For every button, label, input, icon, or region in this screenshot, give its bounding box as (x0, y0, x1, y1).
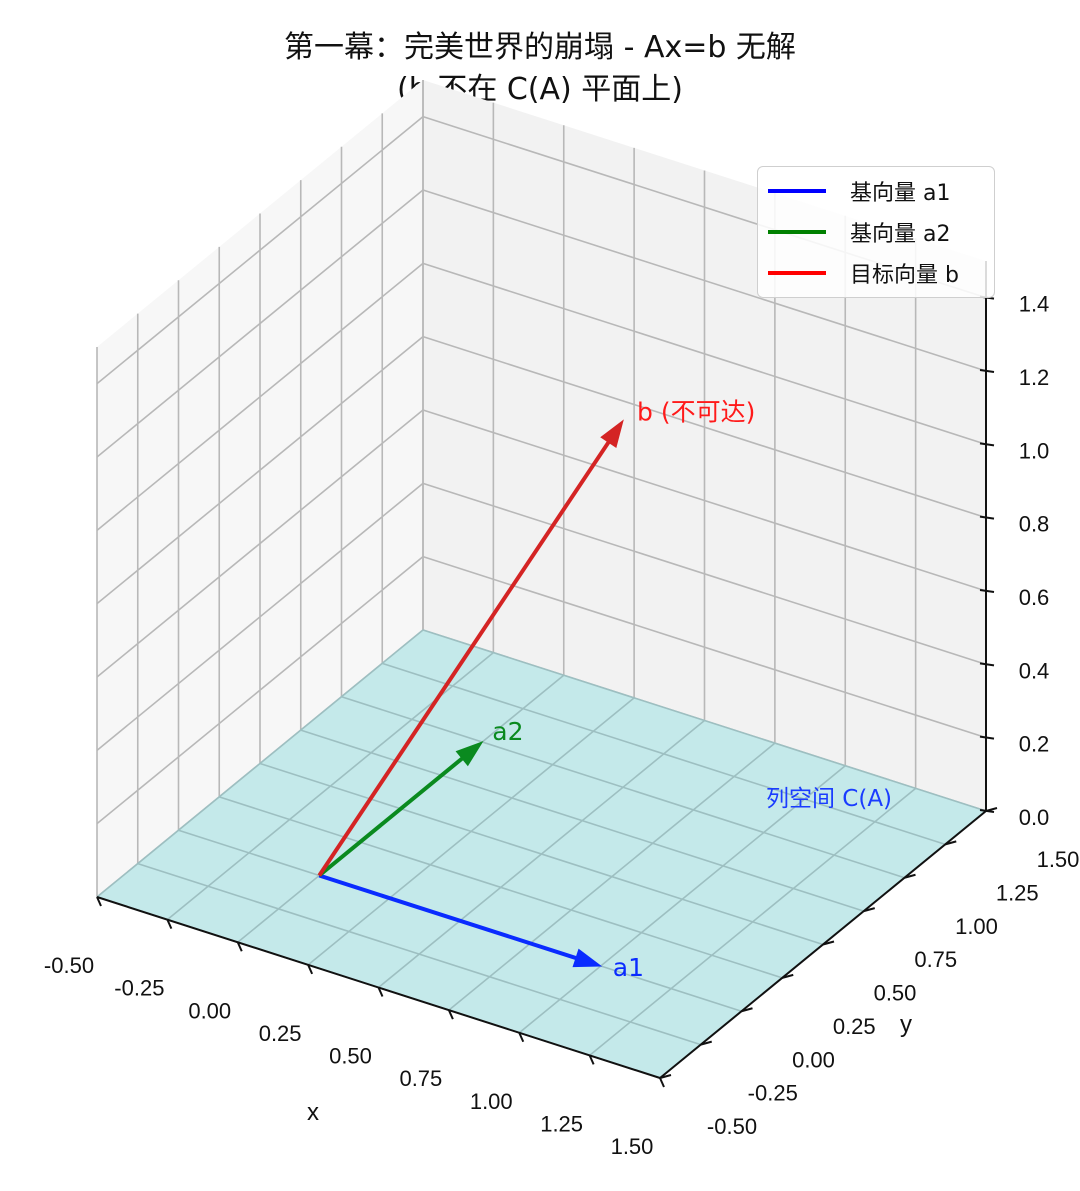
z-tick-label: 0.6 (1019, 585, 1050, 610)
z-tick (979, 735, 995, 740)
y-tick (781, 973, 794, 979)
grid-z-back (422, 555, 987, 739)
x-tick-label: 1.50 (611, 1134, 654, 1159)
grid-z-back (422, 409, 987, 592)
vector-a1-head (572, 948, 603, 968)
x-tick (659, 1077, 665, 1088)
legend-item-a1: 基向量 a1 (768, 176, 950, 206)
x-axis-label: x (307, 1099, 319, 1126)
z-tick (979, 589, 995, 593)
vector-a1-label: a1 (613, 953, 644, 982)
grid-z-back (422, 335, 987, 519)
vector-a2-head (455, 741, 484, 767)
y-tick-label: 0.50 (874, 981, 917, 1006)
y-tick (944, 840, 957, 846)
grid-z-left (96, 336, 424, 605)
y-tick-label: 0.75 (914, 947, 957, 972)
plane-grid-y (382, 662, 946, 846)
legend-swatch-a2 (768, 230, 826, 234)
x-tick (377, 987, 384, 997)
y-tick (822, 940, 835, 946)
vector-a1-shaft (318, 873, 596, 967)
z-tick (979, 809, 995, 813)
z-tick (979, 515, 995, 520)
grid-z-left (96, 556, 424, 825)
grid-z-left (96, 116, 424, 385)
grid-z-left (96, 262, 424, 531)
y-tick (700, 1040, 713, 1046)
z-tick (979, 369, 995, 373)
plane-label: 列空间 C(A) (766, 786, 892, 812)
z-tick-label: 0.2 (1019, 732, 1050, 757)
plane-grid-y (137, 862, 701, 1046)
plane-grid-y (422, 629, 987, 812)
grid-z-back (422, 262, 987, 446)
chart-title-line-1: 第一幕：完美世界的崩塌 - Ax=b 无解 (284, 30, 796, 65)
plane-grid-y (341, 695, 905, 879)
legend-item-b: 目标向量 b (768, 258, 959, 288)
x-tick-label: -0.25 (114, 976, 164, 1001)
z-tick-label: 0.4 (1019, 658, 1050, 683)
grid-z-left (96, 482, 424, 751)
legend-swatch-b (768, 271, 826, 275)
z-tick (979, 442, 995, 447)
x-tick (447, 1009, 454, 1020)
grid-z-back (422, 482, 987, 666)
y-tick-label: 0.25 (833, 1014, 876, 1039)
y-tick-label: -0.25 (748, 1081, 798, 1106)
x-tick-label: 0.00 (188, 998, 231, 1023)
legend-label-b: 目标向量 b (850, 263, 959, 288)
x-tick-label: 1.25 (540, 1111, 583, 1136)
x-tick (588, 1054, 595, 1065)
z-tick-label: 0.8 (1019, 512, 1050, 537)
y-tick (904, 873, 916, 879)
x-tick-label: 1.00 (470, 1089, 513, 1114)
z-tick-label: 1.2 (1019, 365, 1050, 390)
legend-item-a2: 基向量 a2 (768, 217, 950, 247)
x-tick-label: 0.50 (329, 1044, 372, 1069)
plane-grid-y (219, 796, 783, 979)
vector-b-shaft (317, 424, 622, 877)
z-tick (979, 662, 995, 667)
y-tick-label: 1.50 (1037, 847, 1080, 872)
legend: 基向量 a1 基向量 a2 目标向量 b (757, 166, 995, 298)
vector-b-head (600, 419, 624, 449)
grid-z-left (96, 189, 424, 458)
x-tick-label: 0.25 (259, 1021, 302, 1046)
x-tick (96, 896, 102, 907)
legend-swatch-a1 (768, 189, 826, 193)
z-tick-label: 1.4 (1019, 292, 1050, 317)
y-tick-label: 1.25 (996, 880, 1039, 905)
y-tick-label: 1.00 (955, 914, 998, 939)
y-tick (659, 1074, 672, 1079)
x-tick (236, 941, 243, 952)
grid-z-back (422, 189, 987, 372)
y-tick (863, 907, 876, 913)
legend-label-a2: 基向量 a2 (850, 222, 951, 247)
vector-a2-shaft (317, 744, 479, 878)
x-tick (307, 964, 314, 975)
vector-b-label: b (不可达) (637, 398, 755, 427)
y-tick-label: 0.00 (792, 1047, 835, 1072)
x-tick-label: -0.50 (44, 953, 94, 978)
y-tick (741, 1007, 753, 1013)
vector-a2-label: a2 (492, 717, 523, 746)
x-tick-label: 0.75 (399, 1066, 442, 1091)
plane-grid-y (259, 762, 824, 946)
z-tick-label: 1.0 (1019, 438, 1050, 463)
legend-label-a1: 基向量 a1 (850, 181, 951, 206)
x-tick (166, 919, 173, 930)
grid-z-left (96, 409, 424, 678)
y-axis-label: y (900, 1011, 912, 1038)
x-tick (518, 1032, 525, 1043)
z-tick-label: 0.0 (1019, 805, 1050, 830)
y-tick-label: -0.50 (707, 1114, 757, 1139)
